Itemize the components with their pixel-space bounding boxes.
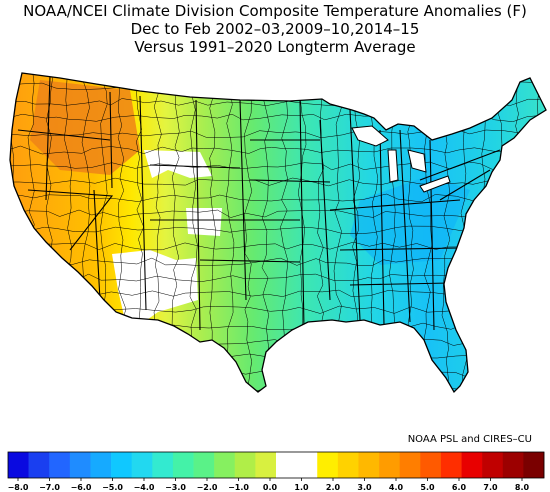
colorbar-swatch	[379, 452, 400, 478]
colorbar-frame	[7, 451, 545, 479]
us-anomaly-map	[9, 72, 547, 394]
colorbar-labels: −8.0 −7.0 −6.0 −5.0 −4.0 −3.0 −2.0 −1.0 0.0 1.0 2.…	[8, 478, 530, 492]
colorbar-swatch	[420, 452, 442, 478]
colorbar-label: 0.0	[263, 483, 278, 492]
colorbar-label: −3.0	[165, 483, 186, 492]
lake-erie	[419, 175, 451, 193]
colorbar-label: −5.0	[102, 483, 123, 492]
colorbar-swatch	[482, 452, 504, 478]
colorbar-label: −7.0	[39, 483, 60, 492]
colorbar-swatch	[399, 452, 421, 478]
colorbar-label: 8.0	[515, 483, 530, 492]
colorbar-label: −4.0	[134, 483, 155, 492]
colorbar-swatch	[131, 452, 153, 478]
colorbar-swatch	[193, 452, 215, 478]
white-division-co	[186, 208, 222, 236]
colorbar-swatch	[90, 452, 112, 478]
colorbar-swatch	[358, 452, 380, 478]
colorbar-label: 2.0	[326, 483, 341, 492]
colorbar-label: −1.0	[228, 483, 249, 492]
map-title: NOAA/NCEI Climate Division Composite Tem…	[23, 2, 527, 20]
white-division-wy	[144, 150, 212, 178]
colorbar-swatch	[69, 452, 91, 478]
colorbar-swatch	[214, 452, 236, 478]
colorbar-swatch	[523, 452, 545, 478]
colorbar-swatch	[172, 452, 194, 478]
colorbar-label: 3.0	[357, 483, 372, 492]
white-division-az-nm	[112, 250, 198, 322]
colorbar-swatch	[28, 452, 50, 478]
colorbar-swatch	[234, 452, 256, 478]
colorbar-label: 4.0	[389, 483, 404, 492]
colorbar: −8.0 −7.0 −6.0 −5.0 −4.0 −3.0 −2.0 −1.0 0.0 1.0 2.…	[7, 451, 545, 492]
colorbar-label: 6.0	[452, 483, 467, 492]
map-period: Dec to Feb 2002–03,2009–10,2014–15	[130, 20, 420, 38]
colorbar-swatch	[461, 452, 483, 478]
colorbar-swatch	[337, 452, 359, 478]
colorbar-swatch	[502, 452, 524, 478]
lake-michigan	[387, 149, 399, 183]
colorbar-swatch	[317, 452, 339, 478]
colorbar-swatch	[255, 452, 277, 478]
colorbar-swatch	[49, 452, 71, 478]
map-baseline: Versus 1991–2020 Longterm Average	[134, 38, 416, 56]
colorbar-swatch	[440, 452, 462, 478]
state-boundaries	[17, 75, 501, 331]
lake-huron	[407, 149, 427, 173]
colorbar-swatch	[111, 452, 132, 478]
colorbar-swatches	[7, 451, 545, 479]
colorbar-swatch	[152, 452, 174, 478]
colorbar-swatch	[276, 452, 297, 478]
colorbar-label: 5.0	[420, 483, 435, 492]
credit-text: NOAA PSL and CIRES–CU	[407, 434, 532, 445]
colorbar-swatch	[296, 452, 318, 478]
colorbar-label: 1.0	[294, 483, 309, 492]
colorbar-label: −6.0	[71, 483, 92, 492]
colorbar-label: 7.0	[483, 483, 498, 492]
colorbar-swatch	[8, 452, 29, 478]
us-outline	[9, 72, 547, 394]
lake-superior	[351, 125, 389, 147]
colorbar-label: −2.0	[197, 483, 218, 492]
colorbar-label: −8.0	[8, 483, 29, 492]
